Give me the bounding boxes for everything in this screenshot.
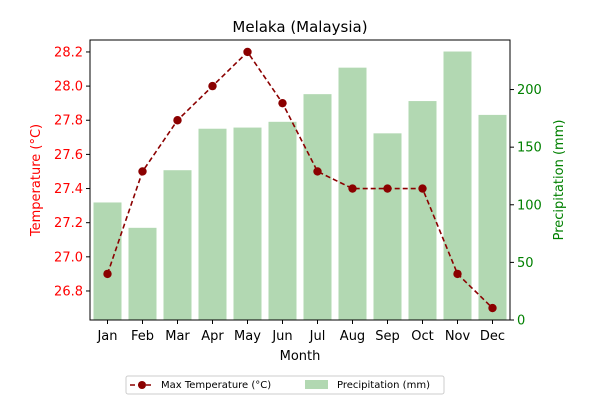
precipitation-bar-apr xyxy=(198,128,227,320)
y-left-tick-label: 27.4 xyxy=(54,182,83,197)
y-left-tick-label: 27.6 xyxy=(54,148,83,163)
legend-label-precipitation: Precipitation (mm) xyxy=(337,380,430,391)
x-tick-label: Oct xyxy=(411,329,433,344)
precipitation-bar-feb xyxy=(128,227,157,320)
temperature-point-oct xyxy=(418,184,427,193)
y-left-axis-ticks: 26.8 27.0 27.2 27.4 27.6 27.8 28.0 28.2 xyxy=(54,45,90,299)
temperature-point-aug xyxy=(348,184,357,193)
precipitation-bar-may xyxy=(233,127,262,320)
y-left-tick-label: 28.0 xyxy=(54,80,83,95)
precipitation-bar-jun xyxy=(268,121,297,320)
y-right-tick-label: 100 xyxy=(517,198,542,213)
x-axis-ticks: Jan Feb Mar Apr May Jun Jul Aug Sep Oct Nov Dec xyxy=(96,320,505,344)
temperature-point-jun xyxy=(278,98,287,108)
precipitation-bars xyxy=(93,51,507,321)
temperature-point-nov xyxy=(453,269,462,279)
y-left-tick-label: 27.2 xyxy=(54,216,83,231)
y-left-axis-label: Temperature (°C) xyxy=(29,124,44,237)
y-left-tick-label: 27.0 xyxy=(54,250,83,265)
y-right-axis-ticks: 0 50 100 150 200 xyxy=(510,83,542,329)
x-tick-label: Apr xyxy=(201,329,224,344)
temperature-line-layer xyxy=(103,47,497,313)
x-tick-label: Aug xyxy=(340,329,365,344)
temperature-point-sep xyxy=(383,184,392,193)
x-tick-label: Dec xyxy=(480,329,505,344)
temperature-point-mar xyxy=(173,116,182,125)
temperature-line xyxy=(106,50,494,309)
chart-title: Melaka (Malaysia) xyxy=(232,18,367,36)
precipitation-bar-aug xyxy=(338,67,367,320)
x-axis-label: Month xyxy=(280,349,321,364)
temperature-point-jan xyxy=(103,269,112,279)
legend-frame xyxy=(125,375,445,395)
y-left-tick-label: 26.8 xyxy=(54,284,83,299)
x-tick-label: Jul xyxy=(309,329,326,344)
legend-bar-swatch xyxy=(305,380,328,389)
y-right-axis-label: Precipitation (mm) xyxy=(552,120,567,241)
y-right-tick-label: 200 xyxy=(517,83,542,98)
x-tick-label: Jan xyxy=(96,329,117,344)
plot-frame xyxy=(89,39,511,321)
legend: Max Temperature (°C) Precipitation (mm) xyxy=(125,375,445,395)
legend-label-temperature: Max Temperature (°C) xyxy=(161,380,271,391)
x-tick-label: Sep xyxy=(375,329,400,344)
x-tick-label: May xyxy=(234,329,261,344)
x-tick-label: Mar xyxy=(165,329,190,344)
x-tick-label: Jun xyxy=(271,329,292,344)
precipitation-bar-dec xyxy=(478,114,507,320)
x-tick-label: Feb xyxy=(131,329,154,344)
precipitation-bar-nov xyxy=(443,51,472,320)
y-right-tick-label: 150 xyxy=(517,141,542,156)
y-left-tick-label: 27.8 xyxy=(54,114,83,129)
temperature-point-may xyxy=(243,47,252,57)
y-right-tick-label: 50 xyxy=(517,256,534,271)
precipitation-bar-jan xyxy=(93,202,122,320)
x-tick-label: Nov xyxy=(445,329,471,344)
precipitation-bar-mar xyxy=(163,170,192,320)
temperature-point-apr xyxy=(208,81,217,91)
precipitation-bar-sep xyxy=(373,133,402,320)
legend-marker-swatch xyxy=(138,381,146,389)
precipitation-bar-jul xyxy=(303,94,332,321)
y-right-tick-label: 0 xyxy=(517,314,525,329)
y-left-tick-label: 28.2 xyxy=(54,45,83,60)
temperature-point-dec xyxy=(488,303,497,313)
temperature-point-feb xyxy=(138,167,147,176)
temperature-point-jul xyxy=(313,167,322,176)
